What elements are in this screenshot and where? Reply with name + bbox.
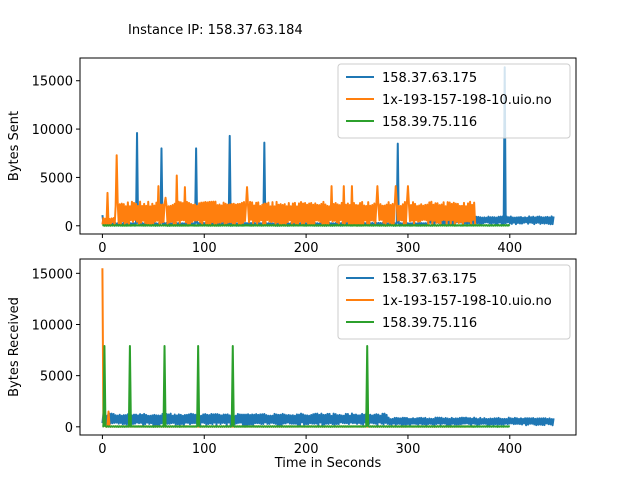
y-tick-label: 5000	[40, 171, 73, 186]
axes-frame	[79, 57, 577, 235]
y-axis-label: Bytes Sent	[7, 111, 22, 181]
legend-label: 158.37.63.175	[382, 272, 477, 287]
legend-box	[337, 264, 571, 340]
legend-box	[337, 63, 571, 139]
series-line-0	[101, 412, 555, 427]
y-axis-label: Bytes Received	[7, 297, 22, 397]
y-tick-label: 15000	[32, 267, 73, 282]
legend: 158.37.63.175 1x-193-157-198-10.uio.no 158…	[337, 264, 571, 340]
plot-area	[101, 268, 555, 428]
y-tick-label: 10000	[32, 318, 73, 333]
series-line-2	[102, 344, 511, 428]
bytes-sent-panel: 0 100 200 300 400 0 5000 10000 15000 Bytes Sent 15…	[7, 57, 577, 256]
plot-area	[101, 66, 555, 227]
y-tick-label: 15000	[32, 75, 73, 90]
x-tick-label: 300	[396, 241, 421, 256]
x-tick-label: 0	[98, 442, 106, 457]
y-tick-label: 0	[65, 220, 73, 235]
x-tick-label: 400	[497, 442, 522, 457]
series-line-1	[101, 154, 477, 227]
legend-label: 158.39.75.116	[382, 115, 477, 130]
legend-label: 158.39.75.116	[382, 316, 477, 331]
y-tick-label: 0	[65, 421, 73, 436]
legend: 158.37.63.175 1x-193-157-198-10.uio.no 158…	[337, 63, 571, 139]
x-axis-label: Time in Seconds	[274, 456, 382, 471]
axes-frame	[79, 258, 577, 436]
series-line-2	[101, 224, 511, 227]
x-tick-label: 200	[294, 241, 319, 256]
figure-title: Instance IP: 158.37.63.184	[128, 23, 303, 38]
x-tick-label: 300	[396, 442, 421, 457]
y-tick-label: 10000	[32, 123, 73, 138]
x-tick-label: 400	[497, 241, 522, 256]
bytes-received-panel: 0 100 200 300 400 0 5000 10000 15000 Bytes Receiv…	[7, 258, 577, 471]
legend-label: 1x-193-157-198-10.uio.no	[382, 294, 552, 309]
x-tick-label: 200	[294, 442, 319, 457]
x-tick-label: 100	[192, 241, 217, 256]
legend-label: 158.37.63.175	[382, 71, 477, 86]
legend-label: 1x-193-157-198-10.uio.no	[382, 93, 552, 108]
x-tick-label: 0	[98, 241, 106, 256]
x-tick-label: 100	[192, 442, 217, 457]
y-tick-label: 5000	[40, 370, 73, 385]
